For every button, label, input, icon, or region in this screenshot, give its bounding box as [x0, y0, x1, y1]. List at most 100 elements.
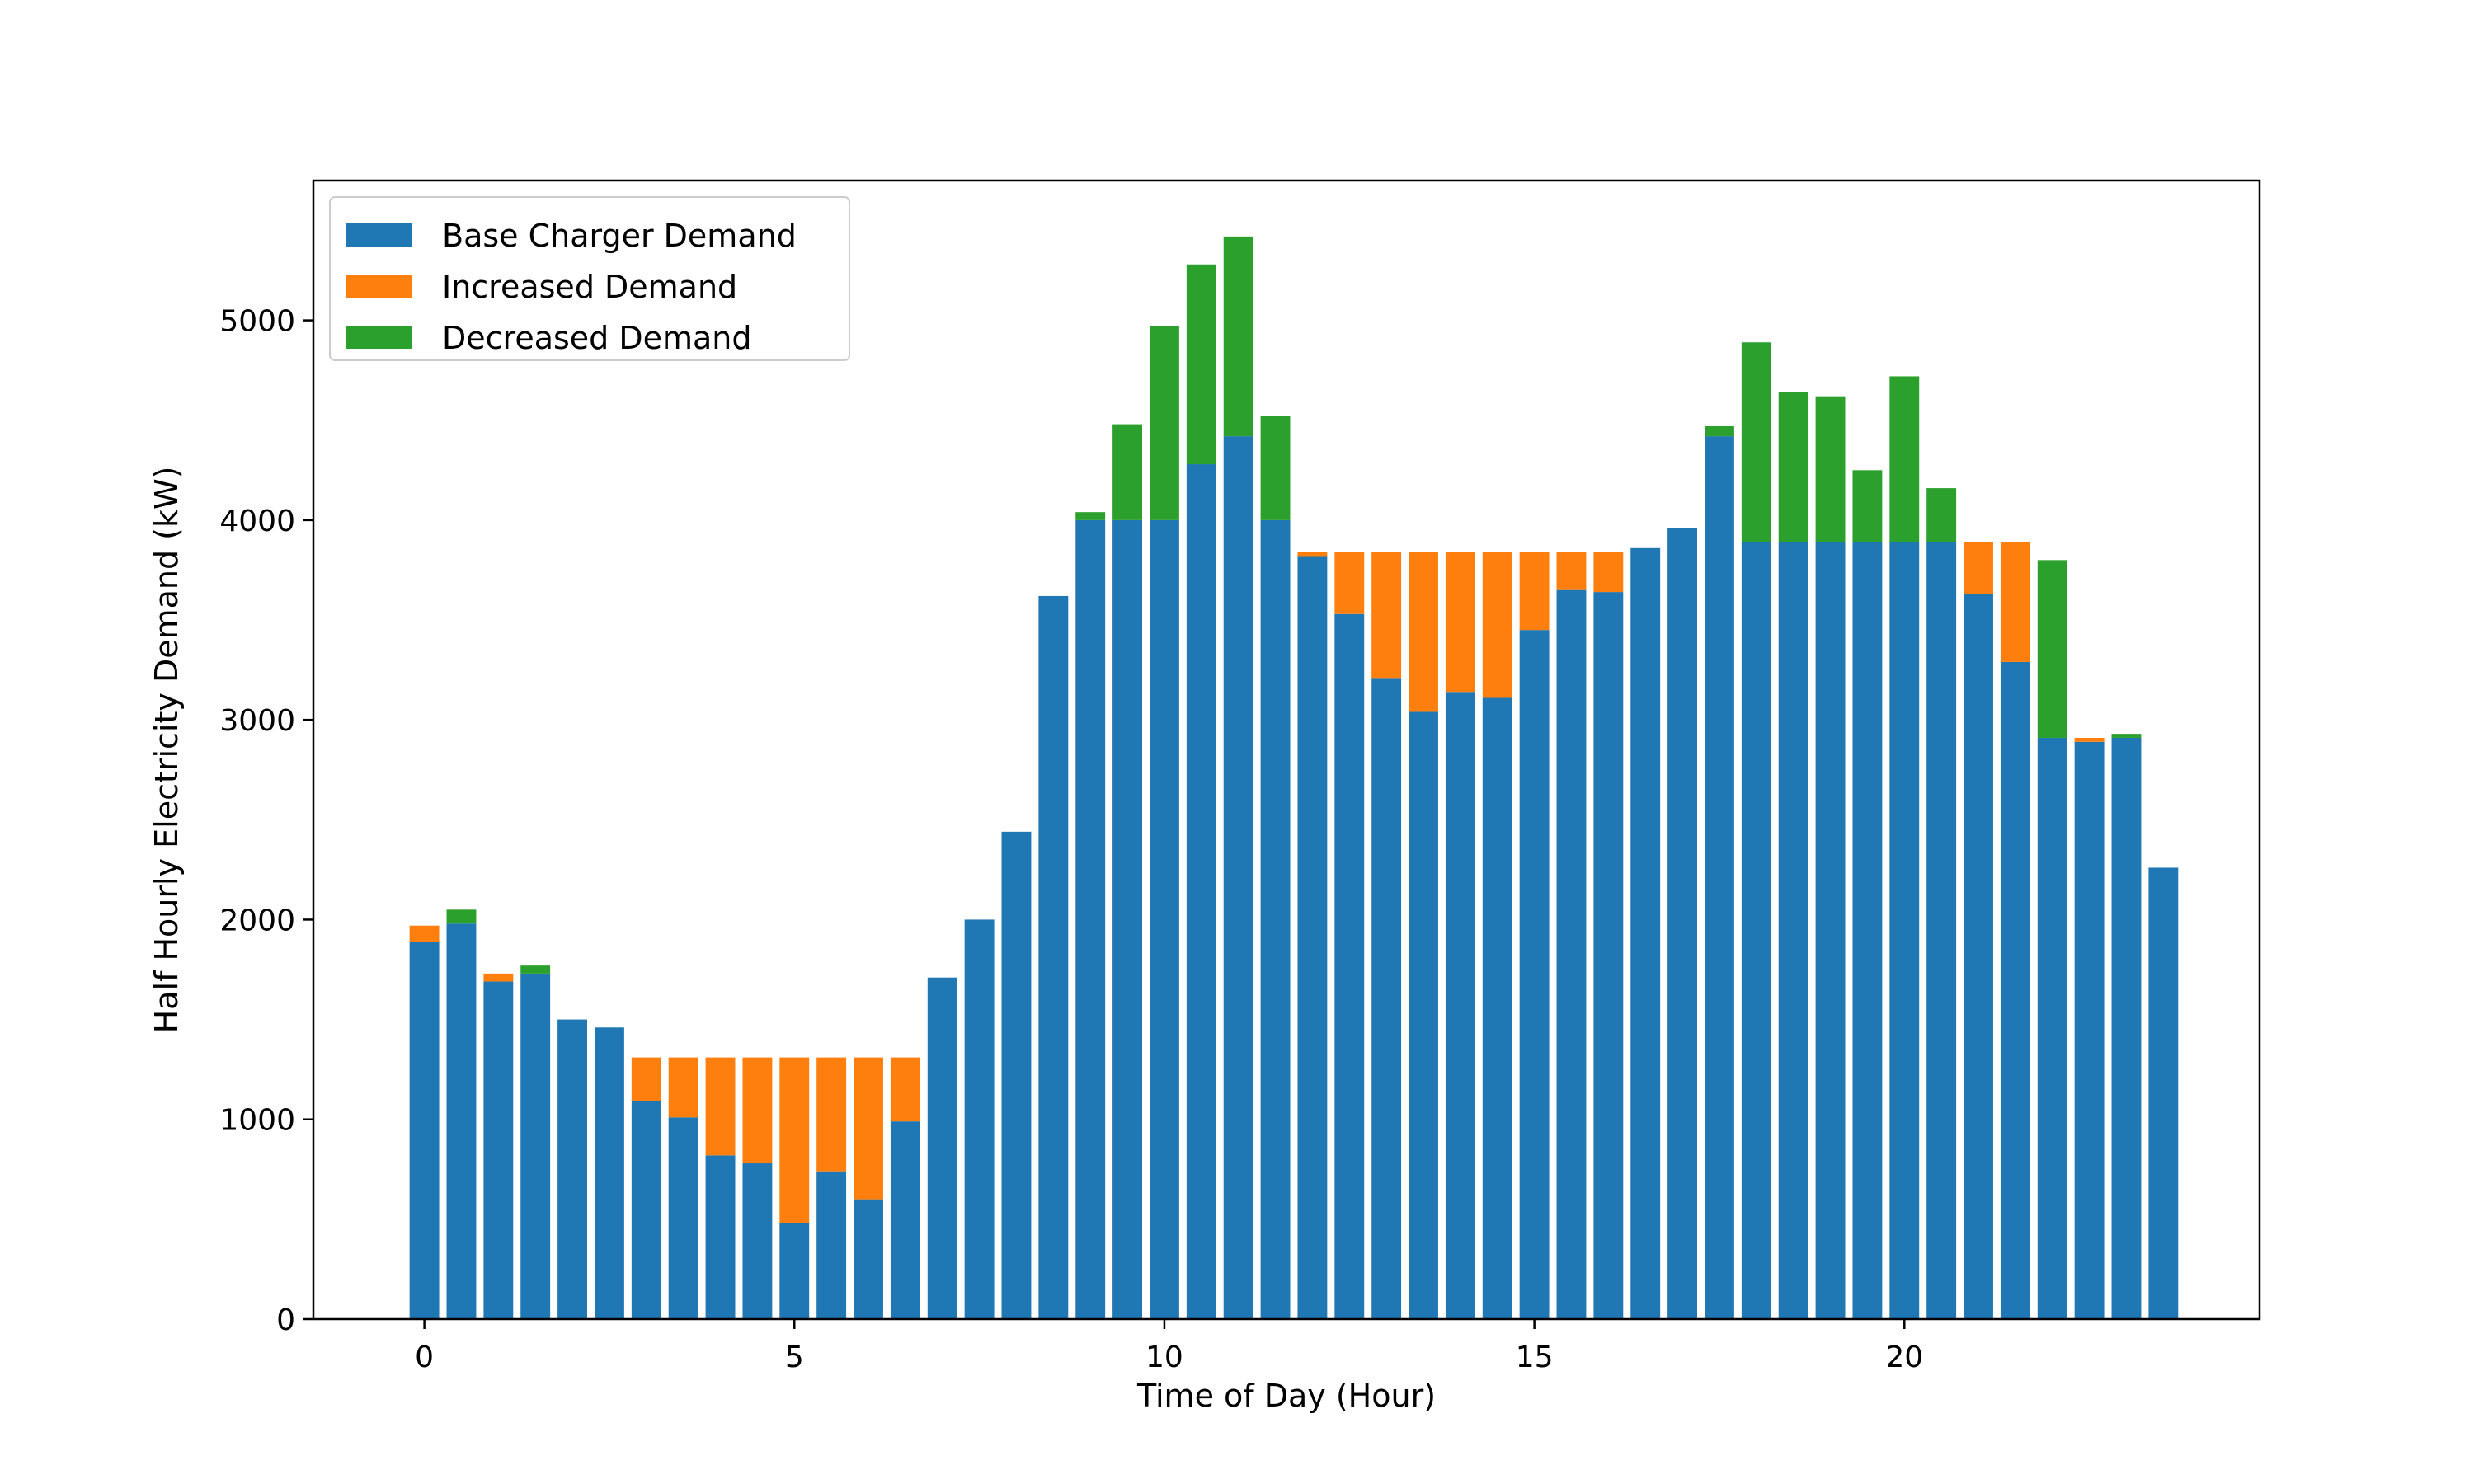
bar-segment-base-charger-demand-20	[1149, 519, 1179, 1319]
bar-segment-decreased-demand-18	[1075, 512, 1106, 520]
bar-segment-increased-demand-24	[1297, 552, 1328, 556]
bar-segment-decreased-demand-36	[1741, 342, 1771, 542]
bar-segment-increased-demand-7	[668, 1057, 698, 1118]
legend-label: Decreased Demand	[442, 320, 752, 356]
bar-segment-base-charger-demand-27	[1409, 711, 1438, 1319]
bar-segment-base-charger-demand-25	[1334, 613, 1365, 1319]
bar-segment-base-charger-demand-4	[557, 1019, 588, 1319]
bar-segment-decreased-demand-35	[1705, 426, 1734, 437]
bar-segment-increased-demand-25	[1334, 552, 1365, 614]
bar-segment-base-charger-demand-26	[1371, 678, 1402, 1319]
bars-layer	[409, 236, 2179, 1319]
y-axis: 0 1000 2000 3000 4000 5000	[219, 305, 313, 1337]
bar-segment-base-charger-demand-18	[1075, 519, 1106, 1319]
bar-segment-base-charger-demand-15	[964, 919, 995, 1319]
bar-segment-base-charger-demand-10	[779, 1223, 810, 1319]
bar-segment-base-charger-demand-3	[520, 973, 551, 1319]
bar-segment-decreased-demand-22	[1223, 236, 1253, 437]
bar-segment-base-charger-demand-28	[1445, 692, 1475, 1319]
bar-segment-increased-demand-2	[483, 973, 514, 982]
bar-segment-base-charger-demand-17	[1038, 595, 1069, 1319]
bar-segment-increased-demand-30	[1519, 552, 1550, 631]
bar-segment-base-charger-demand-40	[1889, 542, 1920, 1319]
bar-segment-increased-demand-6	[631, 1057, 661, 1101]
x-tick-label: 0	[415, 1341, 434, 1374]
bar-segment-increased-demand-8	[705, 1057, 736, 1156]
y-tick-label: 3000	[219, 704, 295, 738]
bar-segment-base-charger-demand-12	[854, 1199, 883, 1319]
bar-segment-increased-demand-31	[1556, 552, 1587, 590]
bar-segment-increased-demand-26	[1371, 552, 1402, 679]
bar-segment-base-charger-demand-2	[483, 981, 514, 1319]
bar-segment-increased-demand-28	[1445, 552, 1475, 693]
bar-segment-decreased-demand-20	[1149, 326, 1179, 520]
bar-segment-base-charger-demand-43	[2000, 661, 2030, 1319]
legend-label: Base Charger Demand	[442, 218, 797, 254]
bar-segment-base-charger-demand-21	[1186, 464, 1216, 1319]
bar-segment-increased-demand-9	[742, 1057, 773, 1164]
bar-segment-base-charger-demand-11	[816, 1171, 847, 1319]
bar-segment-increased-demand-0	[409, 925, 440, 942]
bar-segment-increased-demand-42	[1964, 542, 1993, 594]
legend: Base Charger Demand Increased Demand Decre…	[329, 196, 850, 361]
bar-segment-decreased-demand-3	[520, 965, 551, 974]
bar-segment-base-charger-demand-1	[446, 923, 477, 1319]
bar-segment-decreased-demand-23	[1260, 416, 1291, 520]
bar-segment-increased-demand-10	[779, 1057, 810, 1223]
legend-box	[329, 196, 850, 361]
bar-segment-base-charger-demand-39	[1852, 542, 1883, 1319]
bar-segment-base-charger-demand-23	[1260, 519, 1291, 1319]
x-tick-label: 10	[1145, 1341, 1183, 1374]
x-tick-label: 5	[785, 1341, 804, 1374]
bar-segment-increased-demand-29	[1482, 552, 1512, 698]
bar-segment-base-charger-demand-14	[927, 977, 957, 1319]
bar-segment-base-charger-demand-24	[1297, 556, 1328, 1319]
bar-segment-base-charger-demand-44	[2037, 737, 2067, 1319]
y-tick-label: 4000	[219, 505, 295, 538]
y-tick-label: 2000	[219, 904, 295, 937]
bar-segment-base-charger-demand-33	[1630, 547, 1661, 1319]
bar-segment-base-charger-demand-38	[1815, 542, 1846, 1319]
bar-segment-base-charger-demand-41	[1926, 542, 1957, 1319]
bar-segment-base-charger-demand-42	[1964, 594, 1993, 1319]
bar-segment-decreased-demand-46	[2111, 734, 2142, 738]
bar-segment-base-charger-demand-16	[1001, 831, 1032, 1319]
bar-segment-increased-demand-27	[1409, 552, 1438, 712]
bar-segment-decreased-demand-40	[1889, 376, 1920, 542]
bar-segment-base-charger-demand-37	[1778, 542, 1808, 1319]
bar-segment-increased-demand-13	[890, 1057, 920, 1122]
bar-segment-base-charger-demand-9	[742, 1163, 773, 1319]
y-tick-label: 1000	[219, 1104, 295, 1138]
x-axis-label: Time of Day (Hour)	[1136, 1378, 1436, 1414]
bar-segment-decreased-demand-1	[446, 909, 477, 924]
bar-segment-base-charger-demand-35	[1705, 436, 1734, 1319]
bar-segment-decreased-demand-21	[1186, 264, 1216, 465]
y-tick-label: 5000	[219, 305, 295, 339]
bar-segment-base-charger-demand-36	[1741, 542, 1771, 1319]
x-axis: 0 5 10 15 20	[415, 1319, 1923, 1374]
bar-segment-increased-demand-43	[2000, 542, 2030, 662]
bar-segment-increased-demand-12	[854, 1057, 883, 1200]
bar-segment-base-charger-demand-0	[409, 942, 440, 1319]
bar-segment-decreased-demand-44	[2037, 560, 2067, 738]
legend-swatch	[346, 326, 412, 349]
bar-segment-increased-demand-45	[2074, 737, 2105, 742]
bar-segment-base-charger-demand-29	[1482, 697, 1512, 1319]
bar-segment-decreased-demand-41	[1926, 488, 1957, 542]
bar-segment-base-charger-demand-19	[1112, 519, 1143, 1319]
bar-segment-decreased-demand-38	[1815, 396, 1846, 542]
plot-area-frame	[312, 179, 2261, 1321]
bar-segment-base-charger-demand-32	[1593, 592, 1624, 1319]
bar-segment-base-charger-demand-31	[1556, 589, 1587, 1319]
y-tick-label: 0	[276, 1303, 295, 1337]
legend-swatch	[346, 223, 412, 247]
bar-segment-base-charger-demand-7	[668, 1117, 698, 1319]
bar-segment-base-charger-demand-8	[705, 1155, 736, 1319]
bar-segment-decreased-demand-39	[1852, 470, 1883, 542]
x-tick-label: 15	[1516, 1341, 1554, 1374]
legend-swatch	[346, 275, 412, 298]
bar-segment-base-charger-demand-30	[1519, 630, 1550, 1319]
bar-segment-base-charger-demand-46	[2111, 737, 2142, 1319]
bar-segment-base-charger-demand-47	[2148, 867, 2179, 1319]
